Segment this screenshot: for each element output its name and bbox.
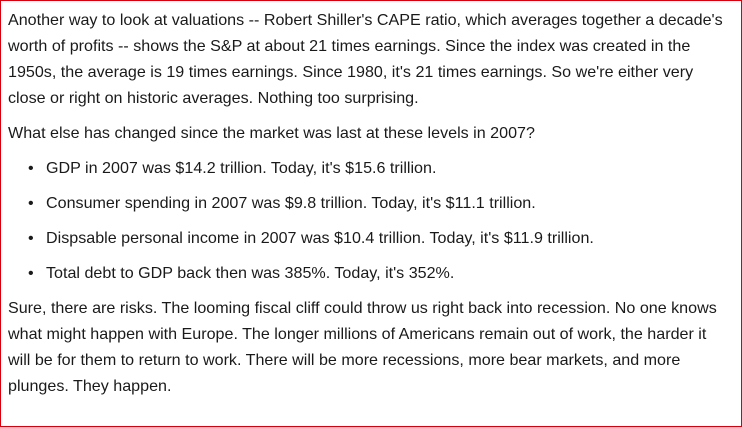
bullet-icon: • xyxy=(28,264,34,282)
closing-paragraph: Sure, there are risks. The looming fisca… xyxy=(8,299,717,395)
list-item-text: Consumer spending in 2007 was $9.8 trill… xyxy=(46,194,536,212)
list-item: • Total debt to GDP back then was 385%. … xyxy=(28,260,733,286)
list-item: • Dispsable personal income in 2007 was … xyxy=(28,225,733,251)
list-item-text: Total debt to GDP back then was 385%. To… xyxy=(46,264,455,282)
bullet-icon: • xyxy=(28,159,34,177)
intro-paragraph: Another way to look at valuations -- Rob… xyxy=(8,11,723,107)
list-item-text: GDP in 2007 was $14.2 trillion. Today, i… xyxy=(46,159,437,177)
list-item-text: Dispsable personal income in 2007 was $1… xyxy=(46,229,594,247)
list-item: • Consumer spending in 2007 was $9.8 tri… xyxy=(28,190,733,216)
comparison-list: • GDP in 2007 was $14.2 trillion. Today,… xyxy=(8,155,733,286)
list-item: • GDP in 2007 was $14.2 trillion. Today,… xyxy=(28,155,733,181)
bullet-icon: • xyxy=(28,194,34,212)
question-paragraph: What else has changed since the market w… xyxy=(8,124,535,142)
bullet-icon: • xyxy=(28,229,34,247)
